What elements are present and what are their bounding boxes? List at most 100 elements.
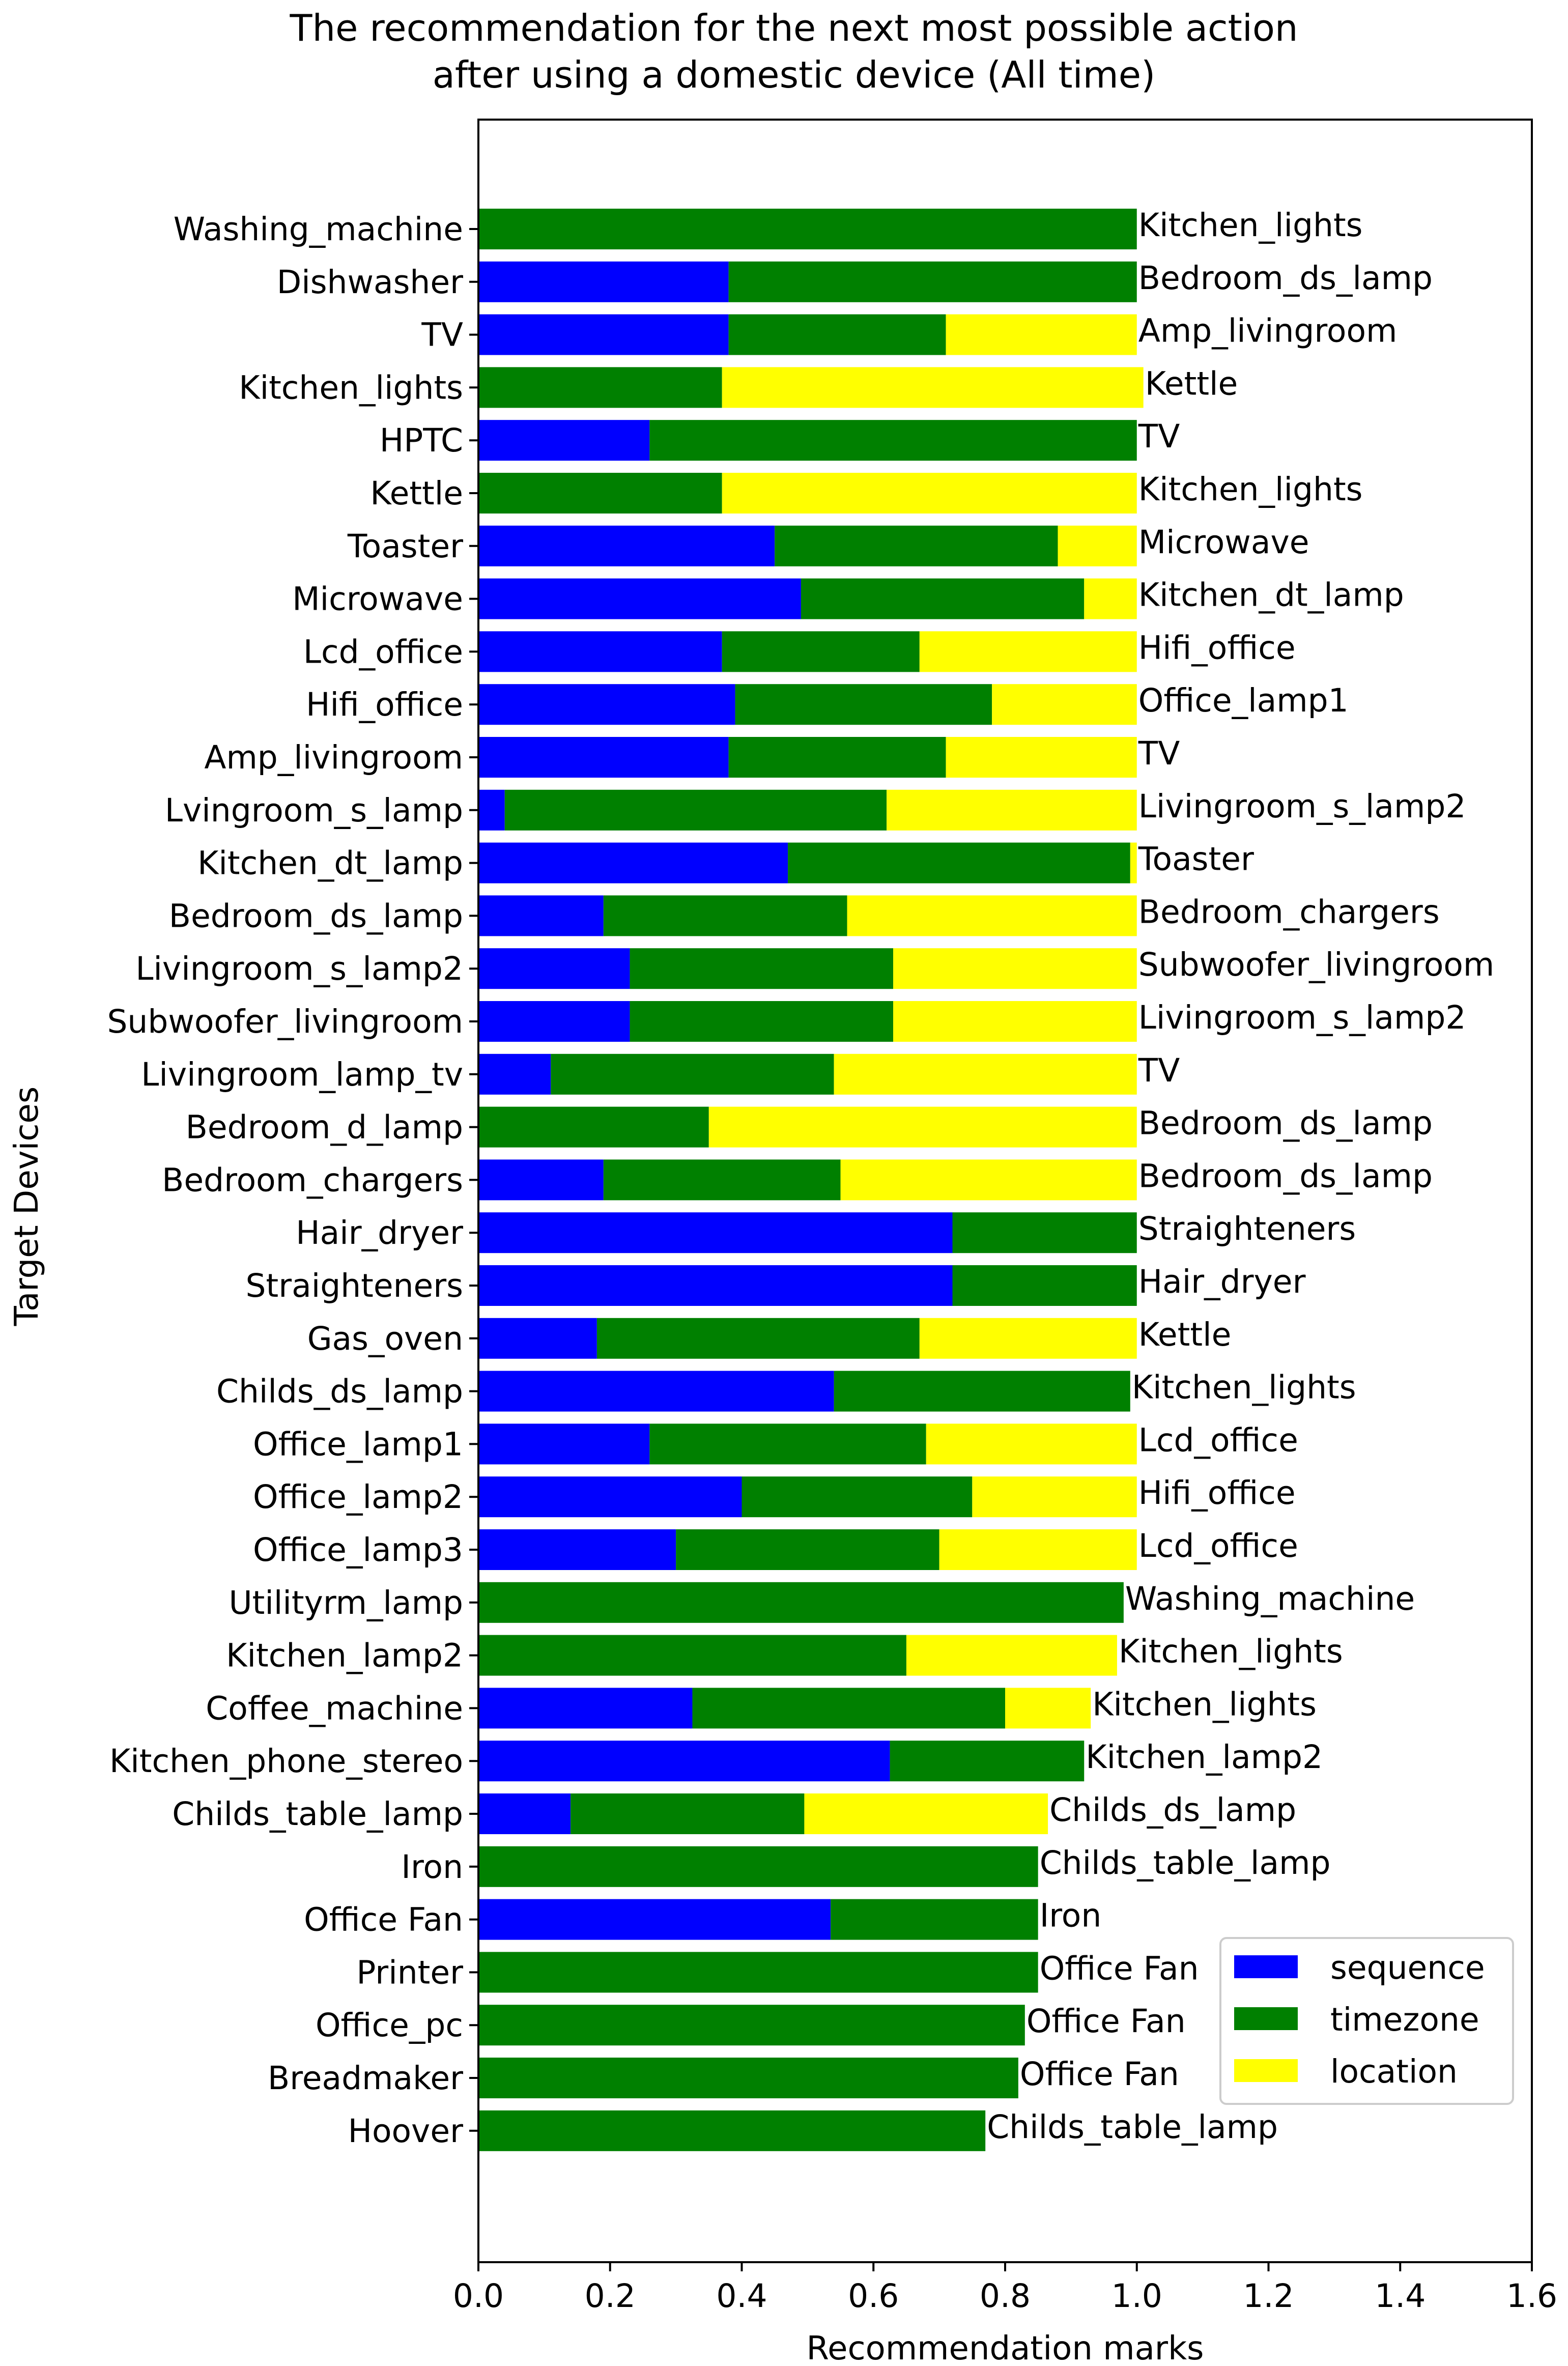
y-tick-label: Kitchen_dt_lamp — [197, 845, 463, 882]
bar-location-subwoofer-livingroom — [893, 1001, 1137, 1042]
bar-sequence-hptc — [478, 420, 650, 461]
bar-location-livingroom-lamp-tv — [834, 1053, 1137, 1095]
bar-location-childs-table-lamp — [804, 1793, 1048, 1834]
bar-sequence-office-lamp1 — [478, 1423, 650, 1465]
bar-sequence-livingroom-s-lamp2 — [478, 948, 630, 989]
bars-layer — [478, 209, 1144, 2151]
bar-sequence-toaster — [478, 525, 775, 566]
next-action-label: Childs_table_lamp — [1040, 1844, 1331, 1882]
next-action-label: Kettle — [1138, 1316, 1232, 1353]
x-tick-layer: 0.0 0.2 0.4 0.6 0.8 1.0 1.2 1.4 1.6 — [453, 2262, 1557, 2315]
bar-timezone-kitchen-dt-lamp — [788, 842, 1130, 883]
bar-location-office-lamp3 — [939, 1529, 1137, 1570]
y-tick-label: Kettle — [370, 475, 463, 512]
legend: sequence timezone location — [1219, 1937, 1514, 2105]
bar-location-lvingroom-s-lamp — [887, 789, 1137, 831]
bar-sequence-office-lamp3 — [478, 1529, 676, 1570]
y-tick-label: Office Fan — [304, 1901, 463, 1939]
next-action-label: Hifi_office — [1138, 629, 1296, 666]
y-tick-label: Lcd_office — [303, 633, 463, 670]
x-tick-label: 0.6 — [848, 2277, 899, 2315]
bar-timezone-lcd-office — [722, 631, 920, 672]
bar-timezone-bedroom-chargers — [603, 1159, 841, 1201]
next-action-label: Bedroom_chargers — [1138, 893, 1440, 930]
y-tick-label: Iron — [401, 1848, 463, 1886]
y-tick-label: Dishwasher — [277, 264, 463, 301]
legend-label-location: location — [1330, 2053, 1458, 2090]
next-action-label: Straighteners — [1138, 1210, 1356, 1247]
bar-timezone-kitchen-phone-stereo — [890, 1741, 1085, 1782]
y-tick-label: Bedroom_ds_lamp — [169, 897, 463, 934]
bar-sequence-bedroom-chargers — [478, 1159, 604, 1201]
y-tick-label: Gas_oven — [307, 1320, 463, 1357]
x-tick-label: 0.8 — [980, 2277, 1031, 2315]
y-tick-label: Amp_livingroom — [204, 739, 463, 776]
next-action-label: Bedroom_ds_lamp — [1138, 1105, 1433, 1142]
plot-area-frame — [477, 119, 1533, 2263]
next-action-label: Washing_machine — [1125, 1580, 1415, 1617]
y-tick-label: Office_lamp2 — [253, 1478, 463, 1516]
bar-sequence-office-fan — [478, 1899, 831, 1940]
bar-timezone-straighteners — [952, 1265, 1137, 1306]
bar-timezone-childs-ds-lamp — [834, 1371, 1130, 1412]
bar-timezone-livingroom-s-lamp2 — [630, 948, 894, 989]
y-tick-label: Breadmaker — [268, 2060, 463, 2097]
bar-timezone-hair-dryer — [952, 1212, 1137, 1253]
next-action-label: TV — [1138, 1052, 1180, 1089]
bar-location-hifi-office — [992, 684, 1137, 725]
bar-location-office-lamp1 — [926, 1423, 1137, 1465]
bar-sequence-office-lamp2 — [478, 1476, 742, 1518]
x-tick-label: 1.2 — [1243, 2277, 1294, 2315]
next-action-label: Iron — [1040, 1897, 1102, 1934]
bar-sequence-coffee-machine — [478, 1688, 693, 1729]
bar-timezone-microwave — [801, 578, 1085, 619]
next-action-label: Childs_table_lamp — [987, 2108, 1278, 2146]
bar-timezone-subwoofer-livingroom — [630, 1001, 894, 1042]
bar-location-coffee-machine — [1005, 1688, 1091, 1729]
next-action-label: Kitchen_lights — [1138, 207, 1363, 244]
bar-sequence-hifi-office — [478, 684, 735, 725]
bar-location-amp-livingroom — [946, 737, 1137, 778]
legend-swatch-location — [1234, 2059, 1298, 2082]
next-action-label: Office Fan — [1040, 1950, 1199, 1987]
y-tick-label: Livingroom_lamp_tv — [141, 1056, 463, 1093]
bar-location-bedroom-ds-lamp — [847, 895, 1137, 936]
y-tick-label: Lvingroom_s_lamp — [165, 792, 463, 829]
y-tick-label: Kitchen_phone_stereo — [109, 1743, 463, 1780]
next-action-label: Kitchen_lamp2 — [1086, 1738, 1323, 1776]
bar-timezone-office-lamp3 — [676, 1529, 939, 1570]
next-action-label-layer: Kitchen_lights Bedroom_ds_lamp Amp_livingr… — [987, 207, 1494, 2146]
bar-location-kitchen-lamp2 — [906, 1635, 1117, 1676]
next-action-label: Lcd_office — [1138, 1421, 1298, 1459]
next-action-label: Kitchen_lights — [1138, 471, 1363, 508]
bar-timezone-iron — [478, 1846, 1038, 1887]
x-axis-label: Recommendation marks — [807, 2330, 1204, 2363]
y-tick-label: Hoover — [348, 2113, 464, 2150]
next-action-label: TV — [1138, 735, 1180, 772]
y-tick-label: Childs_ds_lamp — [216, 1373, 463, 1410]
next-action-label: Kitchen_lights — [1119, 1633, 1343, 1670]
bar-sequence-tv — [478, 314, 729, 355]
y-tick-label: Bedroom_chargers — [162, 1161, 463, 1199]
bar-sequence-childs-table-lamp — [478, 1793, 571, 1834]
bar-timezone-dishwasher — [728, 261, 1137, 302]
bar-timezone-hoover — [478, 2110, 986, 2151]
next-action-label: Kitchen_lights — [1092, 1686, 1317, 1723]
y-tick-label: Childs_table_lamp — [172, 1795, 463, 1833]
y-tick-label: TV — [421, 317, 463, 354]
y-tick-label: Office_lamp3 — [253, 1531, 463, 1569]
bar-timezone-office-fan — [831, 1899, 1038, 1940]
next-action-label: Toaster — [1138, 841, 1254, 878]
bar-sequence-bedroom-ds-lamp — [478, 895, 604, 936]
next-action-label: Kitchen_dt_lamp — [1138, 577, 1404, 614]
bar-sequence-kitchen-dt-lamp — [478, 842, 788, 883]
x-tick-label: 0.4 — [716, 2277, 767, 2315]
bar-location-kitchen-lights — [722, 367, 1144, 408]
bar-timezone-breadmaker — [478, 2058, 1018, 2098]
next-action-label: Livingroom_s_lamp2 — [1138, 999, 1466, 1036]
y-tick-label: Coffee_machine — [206, 1690, 463, 1727]
bar-location-toaster — [1058, 525, 1137, 566]
bar-location-kitchen-dt-lamp — [1130, 842, 1137, 883]
next-action-label: Office_lamp1 — [1138, 682, 1349, 719]
y-tick-label: Hifi_office — [306, 686, 463, 723]
